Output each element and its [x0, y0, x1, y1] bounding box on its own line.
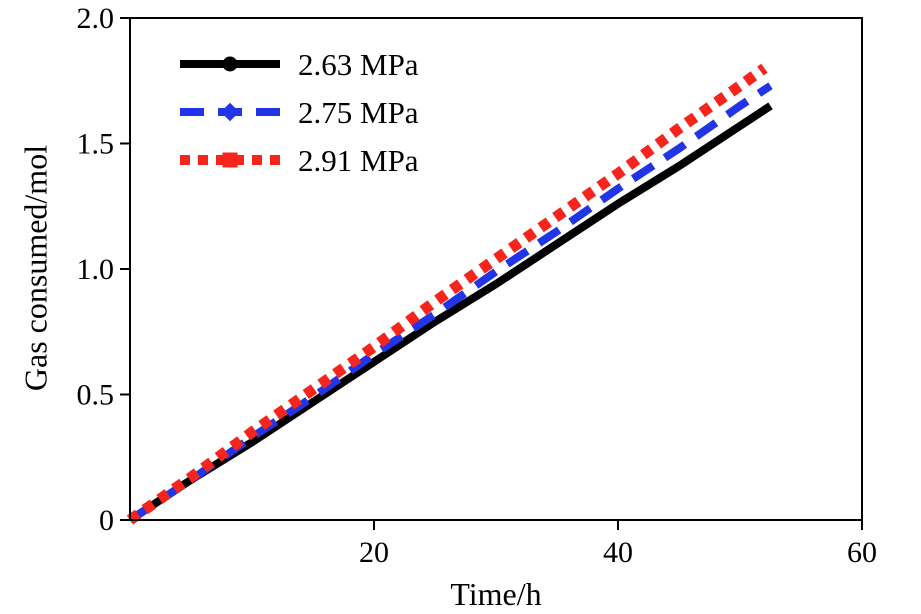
legend-line-sample-dashed-diamond	[180, 102, 280, 122]
y-tick-label: 0.5	[77, 379, 115, 412]
legend-label: 2.63 MPa	[298, 46, 419, 82]
legend-line-sample-solid-circle	[180, 56, 280, 72]
y-tick-label: 1.0	[77, 253, 115, 286]
y-tick-label: 1.5	[77, 128, 115, 161]
circle-marker-icon	[222, 56, 238, 72]
x-axis-title: Time/h	[450, 576, 542, 612]
series-line-2	[126, 63, 768, 525]
y-axis-title: Gas consumed/mol	[17, 144, 54, 392]
x-tick-label: 20	[359, 536, 389, 569]
x-tick-label: 40	[603, 536, 633, 569]
legend-label: 2.75 MPa	[298, 94, 419, 130]
y-tick-label: 0	[99, 504, 114, 537]
legend-label: 2.91 MPa	[298, 142, 419, 178]
y-tick-label: 2.0	[77, 2, 115, 35]
x-tick-label: 60	[847, 536, 877, 569]
chart-legend: 2.63 MPa 2.75 MPa 2.91 MPa	[180, 44, 419, 180]
diamond-marker-icon	[220, 102, 240, 122]
legend-item: 2.63 MPa	[180, 44, 419, 84]
legend-item: 2.91 MPa	[180, 140, 419, 180]
square-marker-icon	[222, 152, 238, 168]
legend-line-sample-dotted-square	[180, 152, 280, 168]
legend-item: 2.75 MPa	[180, 92, 419, 132]
